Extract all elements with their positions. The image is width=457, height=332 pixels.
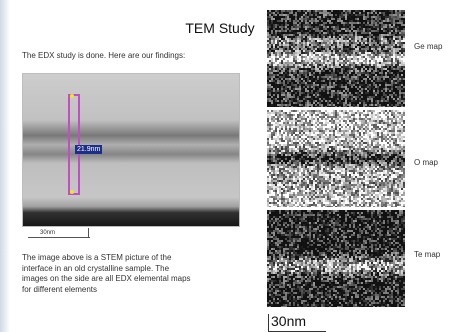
- measurement-box[interactable]: [68, 94, 80, 195]
- stem-scale-tick: [88, 228, 89, 237]
- eds-map-te-graphic: [267, 210, 405, 307]
- stem-scale-line: [28, 237, 90, 238]
- description-line: images on the side are all EDX elemental…: [22, 274, 191, 283]
- stem-scale-label: 30nm: [40, 230, 56, 236]
- slide-title: TEM Study: [185, 20, 255, 36]
- slide-edge-decoration: [0, 0, 10, 332]
- measurement-handle-top[interactable]: [70, 94, 74, 98]
- description-line: The image above is a STEM picture of the: [22, 253, 172, 262]
- eds-map-o: [267, 110, 405, 207]
- description-text: The image above is a STEM picture of the…: [22, 253, 252, 295]
- eds-map-o-graphic: [267, 110, 405, 207]
- description-line: interface in an old crystalline sample. …: [22, 263, 170, 273]
- measurement-handle-bottom[interactable]: [70, 190, 74, 194]
- measurement-label: 21.9nm: [75, 145, 103, 154]
- eds-scale-label: 30nm: [271, 313, 307, 329]
- eds-map-ge-graphic: [267, 10, 405, 107]
- eds-map-te: [267, 210, 405, 307]
- eds-map-ge-label: Ge map: [414, 42, 443, 51]
- stem-image: 21.9nm: [22, 73, 240, 227]
- eds-map-te-label: Te map: [414, 250, 441, 259]
- description-line: for different elements: [22, 284, 98, 294]
- intro-text: The EDX study is done. Here are our find…: [22, 51, 186, 60]
- stem-scale-bar: 30nm: [22, 227, 102, 238]
- eds-map-ge: [267, 10, 405, 107]
- eds-map-o-label: O map: [414, 158, 439, 167]
- stem-image-graphic: [23, 74, 239, 226]
- eds-scale-bar: 30nm: [268, 313, 326, 332]
